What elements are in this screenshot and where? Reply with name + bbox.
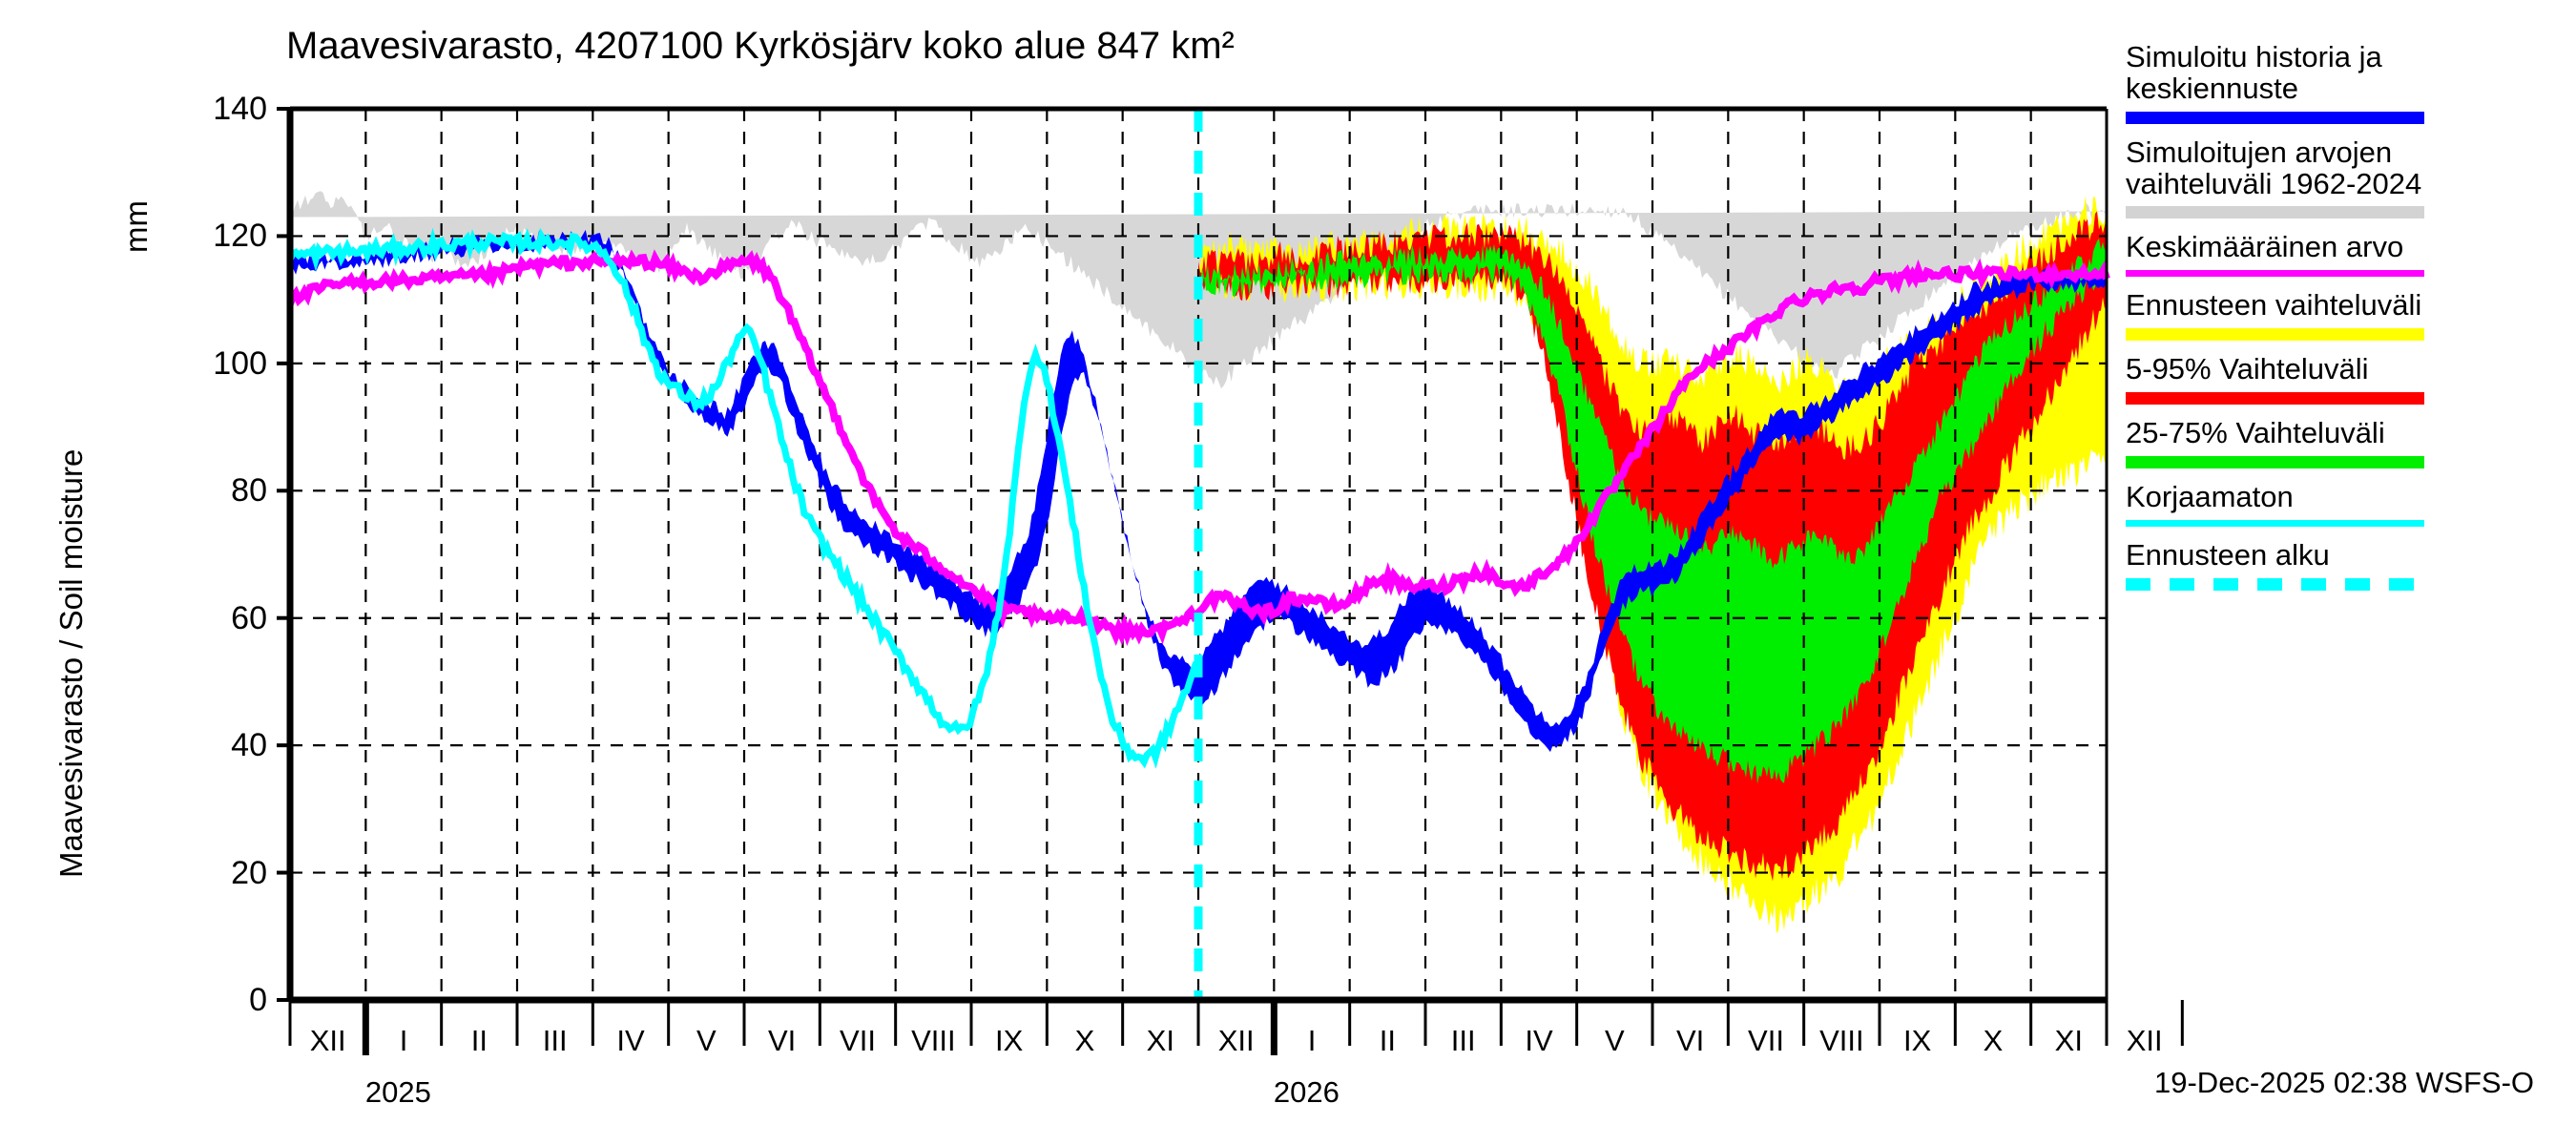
legend-item-swatch	[2126, 577, 2424, 591]
x-tick-label: VII	[1748, 1024, 1784, 1057]
legend-item-swatch	[2126, 455, 2424, 468]
series-uncorrected	[286, 227, 1200, 769]
x-tick-label: VI	[768, 1024, 797, 1057]
y-tick-label: 140	[213, 91, 267, 127]
chart-legend: Simuloitu historia ja keskiennuste Simulo…	[2126, 40, 2574, 604]
x-tick-label: I	[1307, 1024, 1317, 1057]
x-tick-label: X	[1074, 1024, 1095, 1057]
x-tick-label: VIII	[1819, 1024, 1864, 1057]
x-tick-label: IV	[1525, 1024, 1553, 1057]
legend-item: 25-75% Vaihteluväli	[2126, 416, 2574, 468]
x-tick-label: I	[399, 1024, 408, 1057]
x-tick-label: X	[1983, 1024, 2004, 1057]
x-tick-label: XI	[2054, 1024, 2083, 1057]
x-axis-year-label: 2025	[364, 1075, 431, 1109]
y-tick-label: 80	[231, 472, 267, 510]
x-tick-label: II	[1379, 1024, 1396, 1057]
x-tick-label: XII	[2126, 1024, 2163, 1057]
legend-item: Keskimääräinen arvo	[2126, 230, 2574, 278]
y-axis-unit: mm	[118, 200, 154, 253]
y-axis-title: Maavesivarasto / Soil moisture	[53, 448, 89, 878]
x-tick-label: XI	[1146, 1024, 1174, 1057]
legend-item-label: Simuloitujen arvojen vaihteluväli 1962-2…	[2126, 135, 2422, 200]
y-tick-label: 100	[213, 344, 267, 382]
x-tick-label: II	[470, 1024, 488, 1057]
y-tick-label: 20	[231, 854, 267, 891]
legend-item: 5-95% Vaihteluväli	[2126, 352, 2574, 406]
x-tick-label: IV	[616, 1024, 645, 1057]
x-tick-label: VIII	[911, 1024, 956, 1057]
legend-item-swatch	[2126, 206, 2424, 219]
legend-item: Simuloitu historia ja keskiennuste	[2126, 40, 2574, 124]
x-axis-year-label: 2026	[1273, 1075, 1340, 1109]
x-tick-label: XII	[309, 1024, 346, 1057]
y-tick-label: 60	[231, 599, 267, 636]
legend-item: Ennusteen alku	[2126, 537, 2574, 591]
legend-item-label: 25-75% Vaihteluväli	[2126, 416, 2385, 450]
x-tick-label: III	[542, 1024, 568, 1057]
legend-item-swatch	[2126, 270, 2424, 278]
y-axis-tick-marks	[277, 107, 290, 1002]
legend-item-swatch	[2126, 392, 2424, 406]
y-tick-label: 0	[249, 982, 267, 1018]
legend-item-label: Keskimääräinen arvo	[2126, 230, 2404, 264]
x-tick-label: IX	[1903, 1024, 1932, 1057]
legend-item-label: Ennusteen vaihteluväli	[2126, 288, 2422, 323]
legend-item-swatch	[2126, 328, 2424, 342]
legend-item-label: Korjaamaton	[2126, 479, 2294, 513]
page-title: Maavesivarasto, 4207100 Kyrkösjärv koko …	[286, 25, 1235, 67]
legend-item-label: Simuloitu historia ja keskiennuste	[2126, 40, 2382, 105]
y-tick-label: 120	[213, 218, 267, 255]
legend-item: Korjaamaton	[2126, 479, 2574, 527]
x-tick-label: XII	[1217, 1024, 1255, 1057]
x-tick-label: IX	[995, 1024, 1024, 1057]
x-tick-label: V	[1604, 1024, 1625, 1057]
legend-item-swatch	[2126, 111, 2424, 124]
footer-timestamp: 19-Dec-2025 02:38 WSFS-O	[2154, 1066, 2535, 1099]
legend-item: Ennusteen vaihteluväli	[2126, 288, 2574, 342]
legend-item-label: 5-95% Vaihteluväli	[2126, 352, 2369, 386]
x-axis-tick-marks	[288, 1000, 2184, 1055]
legend-item: Simuloitujen arvojen vaihteluväli 1962-2…	[2126, 135, 2574, 219]
legend-item-swatch	[2126, 519, 2424, 527]
y-tick-label: 40	[231, 727, 267, 764]
x-tick-label: VII	[840, 1024, 876, 1057]
x-tick-label: VI	[1676, 1024, 1705, 1057]
x-tick-label: III	[1450, 1024, 1476, 1057]
legend-item-label: Ennusteen alku	[2126, 537, 2330, 572]
x-tick-label: V	[696, 1024, 717, 1057]
